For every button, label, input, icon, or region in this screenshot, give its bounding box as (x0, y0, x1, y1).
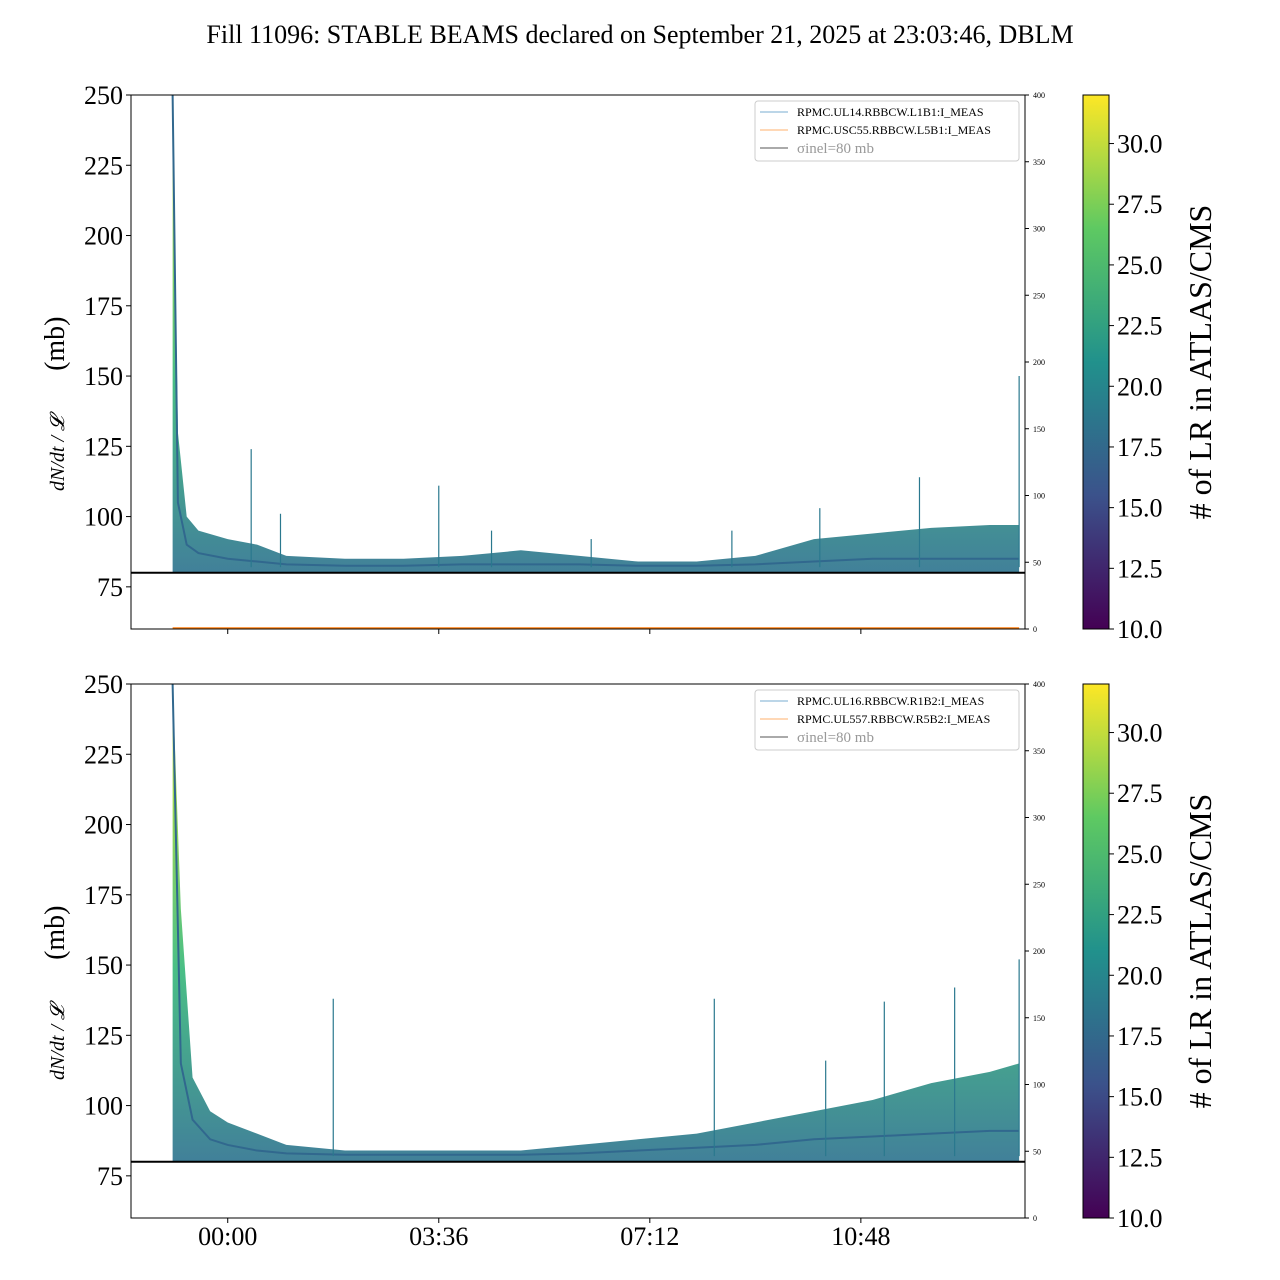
colorbar-tick-label: 12.5 (1117, 1143, 1163, 1172)
colorbar-tick-label: 10.0 (1117, 1204, 1163, 1233)
y-tick-label: 175 (84, 881, 123, 910)
legend-label: RPMC.UL16.RBBCW.R1B2:I_MEAS (797, 694, 984, 708)
colorbar-tick-label: 10.0 (1117, 615, 1163, 644)
x-tick-label: 00:00 (198, 1222, 257, 1251)
y-tick-label: 200 (84, 811, 123, 840)
y-tick-label: 100 (84, 503, 123, 532)
colorbar-tick-label: 25.0 (1117, 840, 1163, 869)
median-line (171, 683, 1020, 1156)
y-label-unit: (mb) (40, 316, 71, 370)
x-tick-label: 03:36 (409, 1222, 468, 1251)
y-axis-label: (mb) dN/dt / 𝓛 (40, 316, 71, 491)
legend-box (754, 100, 1020, 162)
y-tick-label: 125 (84, 1021, 123, 1050)
right-tick-label: 400 (1033, 680, 1045, 689)
colorbar-tick-label: 12.5 (1117, 554, 1163, 583)
colorbar-tick-label: 17.5 (1117, 433, 1163, 462)
colorbar-tick-label: 22.5 (1117, 901, 1163, 930)
y-tick-label: 200 (84, 222, 123, 251)
data-band (172, 684, 1020, 1162)
data-band (172, 95, 1020, 573)
right-tick-label: 50 (1033, 1147, 1041, 1156)
y-axis-label: (mb) dN/dt / 𝓛 (40, 905, 71, 1079)
y-tick-label: 250 (84, 81, 123, 110)
x-tick-label: 10:48 (831, 1222, 890, 1251)
chart-title: Fill 11096: STABLE BEAMS declared on Sep… (206, 20, 1074, 49)
right-tick-label: 100 (1033, 492, 1045, 501)
x-tick-label: 07:12 (620, 1222, 679, 1251)
legend-sigma: σinel=80 mb (797, 141, 874, 157)
colorbar-label: # of LR in ATLAS/CMS (1182, 205, 1218, 520)
right-tick-label: 250 (1033, 291, 1045, 300)
colorbar-tick-label: 30.0 (1117, 130, 1163, 159)
y-tick-label: 125 (84, 432, 123, 461)
right-tick-label: 50 (1033, 558, 1041, 567)
right-tick-label: 250 (1033, 880, 1045, 889)
right-tick-label: 350 (1033, 158, 1045, 167)
y-tick-label: 150 (84, 951, 123, 980)
legend-label: RPMC.USC55.RBBCW.L5B1:I_MEAS (797, 123, 991, 137)
legend-box (754, 689, 1020, 751)
legend-sigma: σinel=80 mb (797, 730, 874, 746)
legend-label: RPMC.UL14.RBBCW.L1B1:I_MEAS (797, 105, 984, 119)
y-tick-label: 225 (84, 151, 123, 180)
y-tick-label: 100 (84, 1092, 123, 1121)
colorbar-label: # of LR in ATLAS/CMS (1182, 794, 1218, 1109)
colorbar (1082, 683, 1110, 1219)
right-tick-label: 200 (1033, 358, 1045, 367)
y-label-fraction: dN/dt / 𝓛 (47, 1000, 69, 1080)
right-tick-label: 350 (1033, 747, 1045, 756)
colorbar-tick-label: 15.0 (1117, 494, 1163, 523)
right-tick-label: 0 (1033, 1214, 1037, 1223)
colorbar (1082, 94, 1110, 630)
colorbar-tick-label: 25.0 (1117, 251, 1163, 280)
y-tick-label: 75 (97, 1162, 123, 1191)
colorbar-tick-label: 27.5 (1117, 779, 1163, 808)
legend-label: RPMC.UL557.RBBCW.R5B2:I_MEAS (797, 712, 990, 726)
right-tick-label: 100 (1033, 1081, 1045, 1090)
right-tick-label: 400 (1033, 91, 1045, 100)
right-tick-label: 150 (1033, 425, 1045, 434)
colorbar-tick-label: 22.5 (1117, 312, 1163, 341)
colorbar-tick-label: 27.5 (1117, 190, 1163, 219)
y-label-fraction: dN/dt / 𝓛 (47, 411, 69, 491)
y-tick-label: 225 (84, 740, 123, 769)
colorbar-tick-label: 20.0 (1117, 961, 1163, 990)
right-tick-label: 150 (1033, 1014, 1045, 1023)
right-tick-label: 0 (1033, 625, 1037, 634)
y-tick-label: 150 (84, 362, 123, 391)
right-tick-label: 300 (1033, 225, 1045, 234)
colorbar-tick-label: 17.5 (1117, 1022, 1163, 1051)
right-tick-label: 200 (1033, 947, 1045, 956)
y-tick-label: 175 (84, 292, 123, 321)
y-tick-label: 75 (97, 573, 123, 602)
colorbar-tick-label: 15.0 (1117, 1083, 1163, 1112)
colorbar-tick-label: 30.0 (1117, 719, 1163, 748)
y-label-unit: (mb) (40, 905, 71, 959)
y-tick-label: 250 (84, 670, 123, 699)
median-line (171, 94, 1020, 567)
colorbar-tick-label: 20.0 (1117, 372, 1163, 401)
right-tick-label: 300 (1033, 814, 1045, 823)
